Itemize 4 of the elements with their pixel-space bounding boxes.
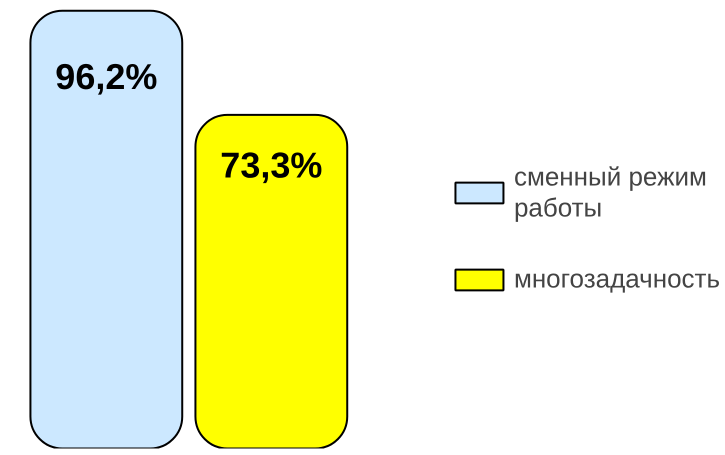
data-label: 73,3% <box>220 144 322 186</box>
legend-label: многозадачность <box>514 264 720 294</box>
legend-label: сменный режим работы <box>514 162 707 224</box>
data-label: 96,2% <box>55 56 158 97</box>
